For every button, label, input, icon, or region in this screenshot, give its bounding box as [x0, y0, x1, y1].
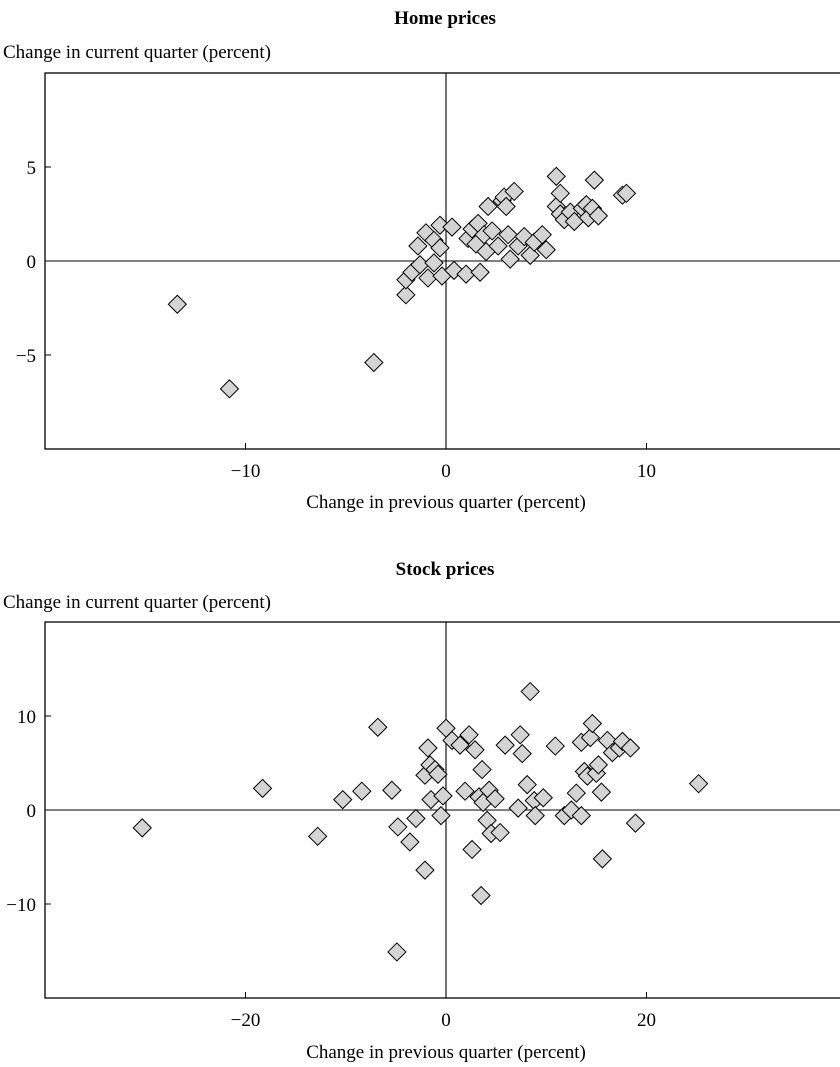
stock-prices-data-point: [465, 740, 485, 760]
home-prices-data-point: [496, 196, 516, 217]
home-prices-x-tick-label: −10: [231, 461, 261, 482]
home-prices-data-point: [500, 249, 520, 269]
stock-prices-data-point: [368, 717, 388, 737]
stock-prices-data-point: [433, 786, 453, 806]
home-prices-points: [167, 166, 637, 399]
home-prices-x-tick-label: 0: [441, 461, 451, 482]
home-prices-data-point: [546, 166, 566, 187]
home-prices-data-point: [488, 236, 508, 256]
stock-prices-data-point: [428, 764, 448, 784]
home-prices-data-point: [498, 224, 518, 245]
home-prices-data-point: [616, 183, 637, 204]
stock-prices-data-point: [580, 727, 601, 748]
stock-prices-data-point: [510, 725, 530, 745]
home-prices-data-point: [219, 379, 240, 399]
stock-prices-data-point: [418, 738, 438, 758]
stock-prices-y-tick-label: −10: [6, 895, 36, 916]
home-prices-data-point: [478, 196, 498, 217]
stock-prices-data-point: [333, 789, 353, 810]
stock-prices-data-point: [450, 735, 470, 755]
stock-prices-data-point: [431, 805, 451, 826]
stock-prices-data-point: [485, 789, 505, 809]
stock-prices-data-point: [571, 805, 592, 826]
home-prices-title: Home prices: [394, 8, 496, 29]
home-prices-data-point: [504, 181, 524, 202]
stock-prices-data-point: [462, 839, 482, 860]
home-prices-data-point: [167, 294, 188, 314]
stock-prices-y-tick-label: 10: [17, 707, 36, 728]
stock-prices-data-point: [512, 743, 532, 764]
stock-prices-data-point: [520, 681, 540, 702]
home-prices-y-tick-label: −5: [16, 346, 36, 367]
stock-prices-data-point: [132, 818, 152, 838]
stock-prices-x-tick-label: −20: [231, 1010, 261, 1031]
stock-prices-data-point: [252, 778, 273, 799]
stock-prices-x-tick-label: 20: [637, 1010, 656, 1031]
stock-prices-x-tick-label: 0: [441, 1010, 451, 1031]
stock-prices-data-point: [591, 782, 612, 802]
home-prices-svg: Home prices Change in current quarter (p…: [3, 8, 840, 513]
home-prices-data-point: [470, 262, 490, 282]
stock-prices-data-point: [533, 788, 553, 808]
stock-prices-data-point: [471, 885, 491, 906]
stock-prices-y-tick-label: 0: [27, 801, 37, 822]
home-prices-data-point: [536, 240, 556, 260]
stock-prices-data-point: [566, 783, 587, 803]
home-prices-data-point: [584, 170, 605, 190]
stock-prices-title: Stock prices: [396, 559, 495, 580]
home-prices-chart: Home prices Change in current quarter (p…: [0, 0, 840, 520]
home-prices-y-tick-label: 5: [27, 158, 37, 179]
home-prices-data-point: [424, 253, 444, 273]
stock-prices-data-point: [455, 781, 475, 801]
stock-prices-points: [132, 681, 709, 962]
stock-prices-data-point: [382, 780, 402, 800]
stock-prices-data-point: [517, 774, 537, 795]
stock-prices-zero-lines: [45, 622, 840, 998]
stock-prices-data-point: [625, 813, 646, 833]
stock-prices-data-point: [688, 773, 709, 794]
stock-prices-data-point: [472, 759, 492, 780]
home-prices-ticks: −10 0 10 5 0 −5: [16, 158, 656, 482]
stock-prices-data-point: [459, 725, 479, 745]
home-prices-ylabel: Change in current quarter (percent): [3, 42, 271, 63]
home-prices-data-point: [430, 215, 450, 235]
home-prices-y-tick-label: 0: [27, 252, 37, 273]
home-prices-data-point: [408, 236, 428, 256]
stock-prices-data-point: [406, 808, 426, 829]
home-prices-data-point: [396, 285, 416, 305]
stock-prices-data-point: [592, 849, 613, 869]
home-prices-data-point: [430, 238, 450, 258]
home-prices-data-point: [532, 224, 552, 245]
stock-prices-chart: Stock prices Change in current quarter (…: [0, 540, 840, 1067]
stock-prices-data-point: [307, 826, 328, 847]
home-prices-zero-lines: [45, 73, 840, 449]
stock-prices-data-point: [400, 832, 420, 852]
stock-prices-data-point: [508, 798, 528, 818]
home-prices-data-point: [442, 217, 462, 237]
stock-prices-data-point: [620, 738, 641, 758]
stock-prices-data-point: [415, 860, 435, 880]
stock-prices-ticks: −20 0 20 10 0 −10: [6, 707, 656, 1031]
home-prices-data-point: [588, 206, 609, 226]
stock-prices-data-point: [352, 781, 372, 801]
stock-prices-data-point: [387, 942, 407, 962]
stock-prices-data-point: [388, 817, 408, 837]
stock-prices-data-point: [490, 822, 510, 843]
stock-prices-data-point: [525, 805, 545, 826]
home-prices-data-point: [550, 183, 570, 204]
stock-prices-ylabel: Change in current quarter (percent): [3, 592, 271, 613]
stock-prices-data-point: [588, 755, 609, 775]
stock-prices-data-point: [561, 800, 582, 820]
home-prices-data-point: [364, 352, 384, 373]
home-prices-x-tick-label: 10: [637, 461, 656, 482]
stock-prices-xlabel: Change in previous quarter (percent): [306, 1042, 586, 1063]
home-prices-data-point: [482, 221, 502, 241]
stock-prices-data-point: [545, 736, 565, 756]
home-prices-xlabel: Change in previous quarter (percent): [306, 492, 586, 513]
stock-prices-svg: Stock prices Change in current quarter (…: [3, 559, 840, 1063]
stock-prices-data-point: [582, 713, 603, 734]
stock-prices-data-point: [495, 735, 515, 755]
